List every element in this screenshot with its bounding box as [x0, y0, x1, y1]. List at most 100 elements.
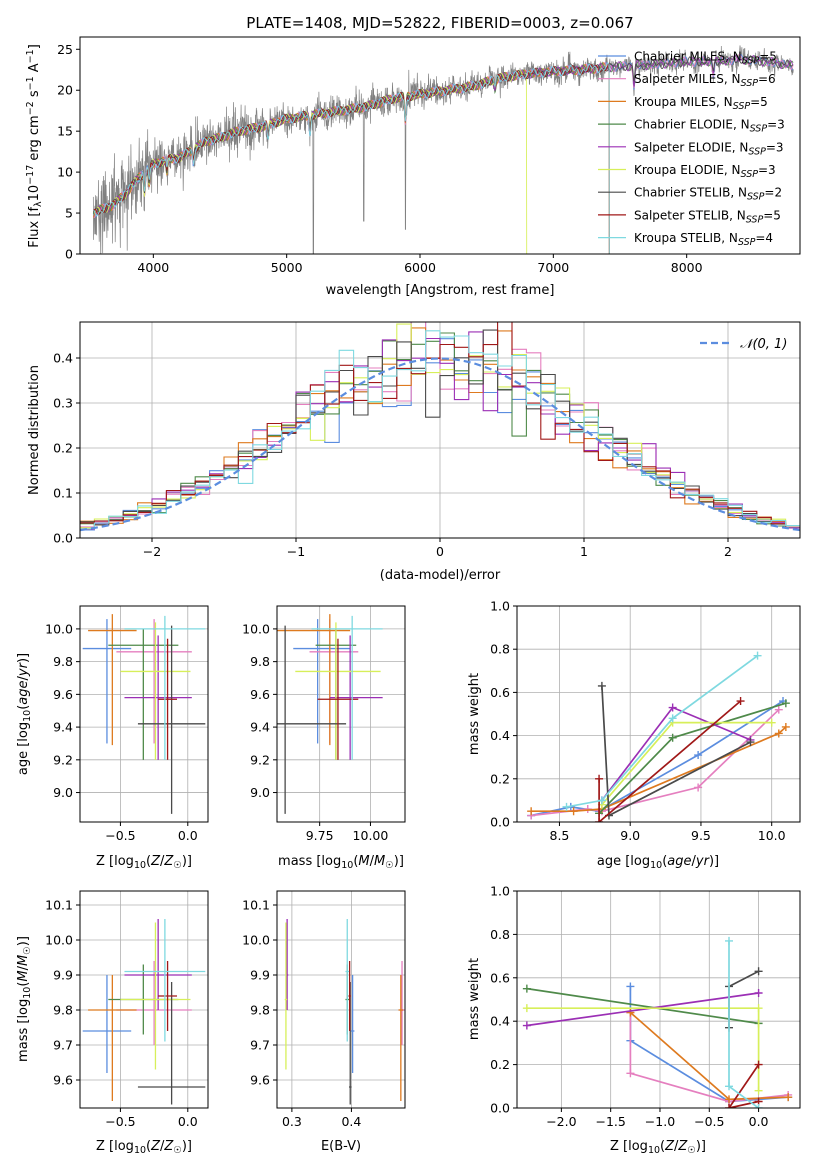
- age-vs-Z-ytick-label: 9.8: [53, 654, 73, 669]
- legend-entry-label-part: =3: [766, 140, 784, 154]
- legend-entry-label-part: Chabrier MILES, N: [634, 50, 742, 64]
- spectrum-ylabel-part: −1: [25, 49, 36, 63]
- age-vs-Z-xtick-label: −0.5: [105, 828, 135, 843]
- weight-marker: [754, 1086, 763, 1095]
- weight-marker: [668, 714, 677, 723]
- legend-entry-label-part: SSP: [742, 56, 760, 67]
- model-spectrum-line: [92, 53, 794, 219]
- legend-entry-label-part: Kroupa STELIB, N: [634, 231, 738, 245]
- spectrum-ytick-label: 5: [65, 206, 73, 221]
- weight-vs-age-xlabel-part: (: [662, 854, 667, 869]
- mass-vs-Z-xtick-label: 0.0: [178, 1114, 198, 1129]
- age-vs-Z-xtick-label: 0.0: [178, 828, 198, 843]
- weight-marker: [754, 1060, 763, 1069]
- age-vs-Z-xlabel-part: )]: [182, 854, 192, 869]
- spectrum-ylabel-part: Flux [f: [27, 207, 42, 248]
- weight-marker: [569, 807, 578, 816]
- weight-marker: [626, 1069, 635, 1078]
- figure-title: PLATE=1408, MJD=52822, FIBERID=0003, z=0…: [246, 14, 633, 32]
- mass-vs-ebv-ytick-label: 10.0: [242, 933, 270, 948]
- legend-entry-label-part: Salpeter STELIB, N: [634, 208, 746, 222]
- weight-vs-Z-xlabel-part: )]: [696, 1139, 706, 1154]
- weight-marker: [522, 984, 531, 993]
- age-vs-Z-xlabel-part: 10: [134, 860, 146, 871]
- spectrum-ylabel-part: s: [27, 90, 42, 101]
- legend-entry-label-part: SSP: [750, 124, 768, 135]
- weight-vs-Z-xlabel-part: ☉: [687, 1145, 696, 1156]
- weight-vs-age-ytick-label: 1.0: [490, 599, 510, 614]
- normal-distribution-curve: [80, 357, 800, 532]
- residuals-xtick-label: 2: [724, 544, 732, 559]
- weight-marker: [694, 783, 703, 792]
- weight-vs-Z-xlabel-part: /: [674, 1139, 679, 1154]
- age-vs-mass-frame: [276, 605, 406, 823]
- residual-histogram-step: [80, 322, 800, 529]
- weight-vs-age-ylabel: mass weight: [467, 673, 482, 755]
- age-vs-Z-ytick-label: 10.0: [45, 621, 73, 636]
- mass-vs-Z-xlabel-part: Z: [150, 1139, 161, 1154]
- age-vs-Z-ylabel: age [log10​(age/yr)]: [16, 653, 33, 775]
- weight-vs-Z-xlabel-part: Z: [664, 1139, 675, 1154]
- residuals-xtick-label: −2: [143, 544, 161, 559]
- age-vs-Z-xlabel-part: /: [160, 854, 165, 869]
- weight-vs-Z-ytick-label: 0.2: [490, 1057, 510, 1072]
- spectrum-ytick-label: 15: [57, 124, 73, 139]
- weight-vs-age-ytick-label: 0.6: [490, 685, 510, 700]
- mass-vs-Z-xlabel-part: Z [log: [96, 1139, 134, 1154]
- spectrum-ylabel-part: erg cm: [27, 115, 42, 164]
- weight-vs-age-xlabel-part: yr: [695, 854, 711, 869]
- mass-vs-Z-xlabel: Z [log10​(Z/Z☉​)]: [96, 1139, 192, 1156]
- weight-vs-Z-xlabel-part: 10: [648, 1145, 660, 1156]
- age-vs-Z-ylabel-part: (: [16, 705, 31, 710]
- legend-entry-label-part: =4: [755, 231, 773, 245]
- residuals-legend: 𝒩(0, 1): [700, 337, 787, 352]
- age-vs-Z-xlabel-part: Z: [150, 854, 161, 869]
- mass-vs-Z-ylabel-part: 10: [22, 987, 33, 999]
- model-spectrum-line: [93, 55, 794, 215]
- residuals-frame-group: −2 −1 0 1 2 0.0 0.1 0.2 0.3 0.4: [53, 321, 801, 559]
- weight-vs-age-xtick-label: 10.0: [758, 828, 786, 843]
- age-vs-Z-ylabel-part: age [log: [16, 722, 31, 775]
- residuals-plot-area: [80, 322, 800, 532]
- residuals-ytick-label: 0.4: [53, 351, 73, 366]
- weight-vs-age-plot-area: [527, 651, 790, 822]
- weight-vs-age-ytick-label: 0.4: [490, 728, 510, 743]
- age-vs-Z-ytick-label: 9.0: [53, 785, 73, 800]
- legend-entry-label-part: SSP: [741, 169, 759, 180]
- weight-line: [601, 721, 772, 806]
- weight-vs-Z-plot-area: [522, 936, 793, 1108]
- age-vs-Z-xlabel-part: (: [146, 854, 151, 869]
- mass-vs-Z-axes: [80, 891, 208, 1108]
- legend-entry-label: Kroupa MILES, NSSP​=5: [634, 95, 768, 112]
- weight-vs-Z-ytick-label: 0.6: [490, 970, 510, 985]
- age-vs-Z-plot-area: [82, 614, 206, 814]
- age-vs-mass-ytick-label: 9.2: [250, 752, 270, 767]
- weight-vs-Z-xtick-label: −2.0: [546, 1114, 576, 1129]
- spectrum-legend: Chabrier MILES, NSSP​=5 Salpeter MILES, N…: [598, 50, 785, 248]
- legend-entry-label-part: =3: [767, 118, 785, 132]
- mass-vs-ebv-ytick-label: 10.1: [242, 898, 270, 913]
- age-vs-mass-xlabel-part: /: [370, 854, 375, 869]
- weight-line: [566, 655, 759, 808]
- age-vs-Z-ylabel-part: /: [16, 675, 31, 680]
- weight-vs-Z-ylabel: mass weight: [467, 958, 482, 1040]
- weight-marker: [725, 1095, 734, 1104]
- weight-marker: [668, 703, 677, 712]
- mass-vs-Z-ytick-label: 9.8: [53, 1003, 73, 1018]
- mass-vs-Z-xtick-label: −0.5: [105, 1114, 135, 1129]
- weight-marker: [753, 651, 762, 660]
- legend-entry-label-part: SSP: [738, 237, 756, 248]
- weight-marker: [626, 1008, 635, 1017]
- mass-vs-Z-ytick-label: 9.9: [53, 968, 73, 983]
- weight-marker: [781, 722, 790, 731]
- weight-marker: [595, 774, 604, 783]
- spectrum-ylabel-part: A: [27, 63, 42, 76]
- residual-histogram-step: [80, 330, 800, 530]
- weight-marker: [784, 1093, 793, 1102]
- spectrum-ytick-label: 10: [57, 165, 73, 180]
- spectrum-xtick-label: 4000: [137, 260, 169, 275]
- weight-vs-age-frame: [516, 605, 801, 823]
- legend-entry-label-part: Kroupa ELODIE, N: [634, 163, 741, 177]
- age-vs-mass-xlabel-part: ☉: [385, 860, 394, 871]
- mass-vs-Z-ylabel: mass [log10​(M/M☉​)]: [16, 936, 33, 1062]
